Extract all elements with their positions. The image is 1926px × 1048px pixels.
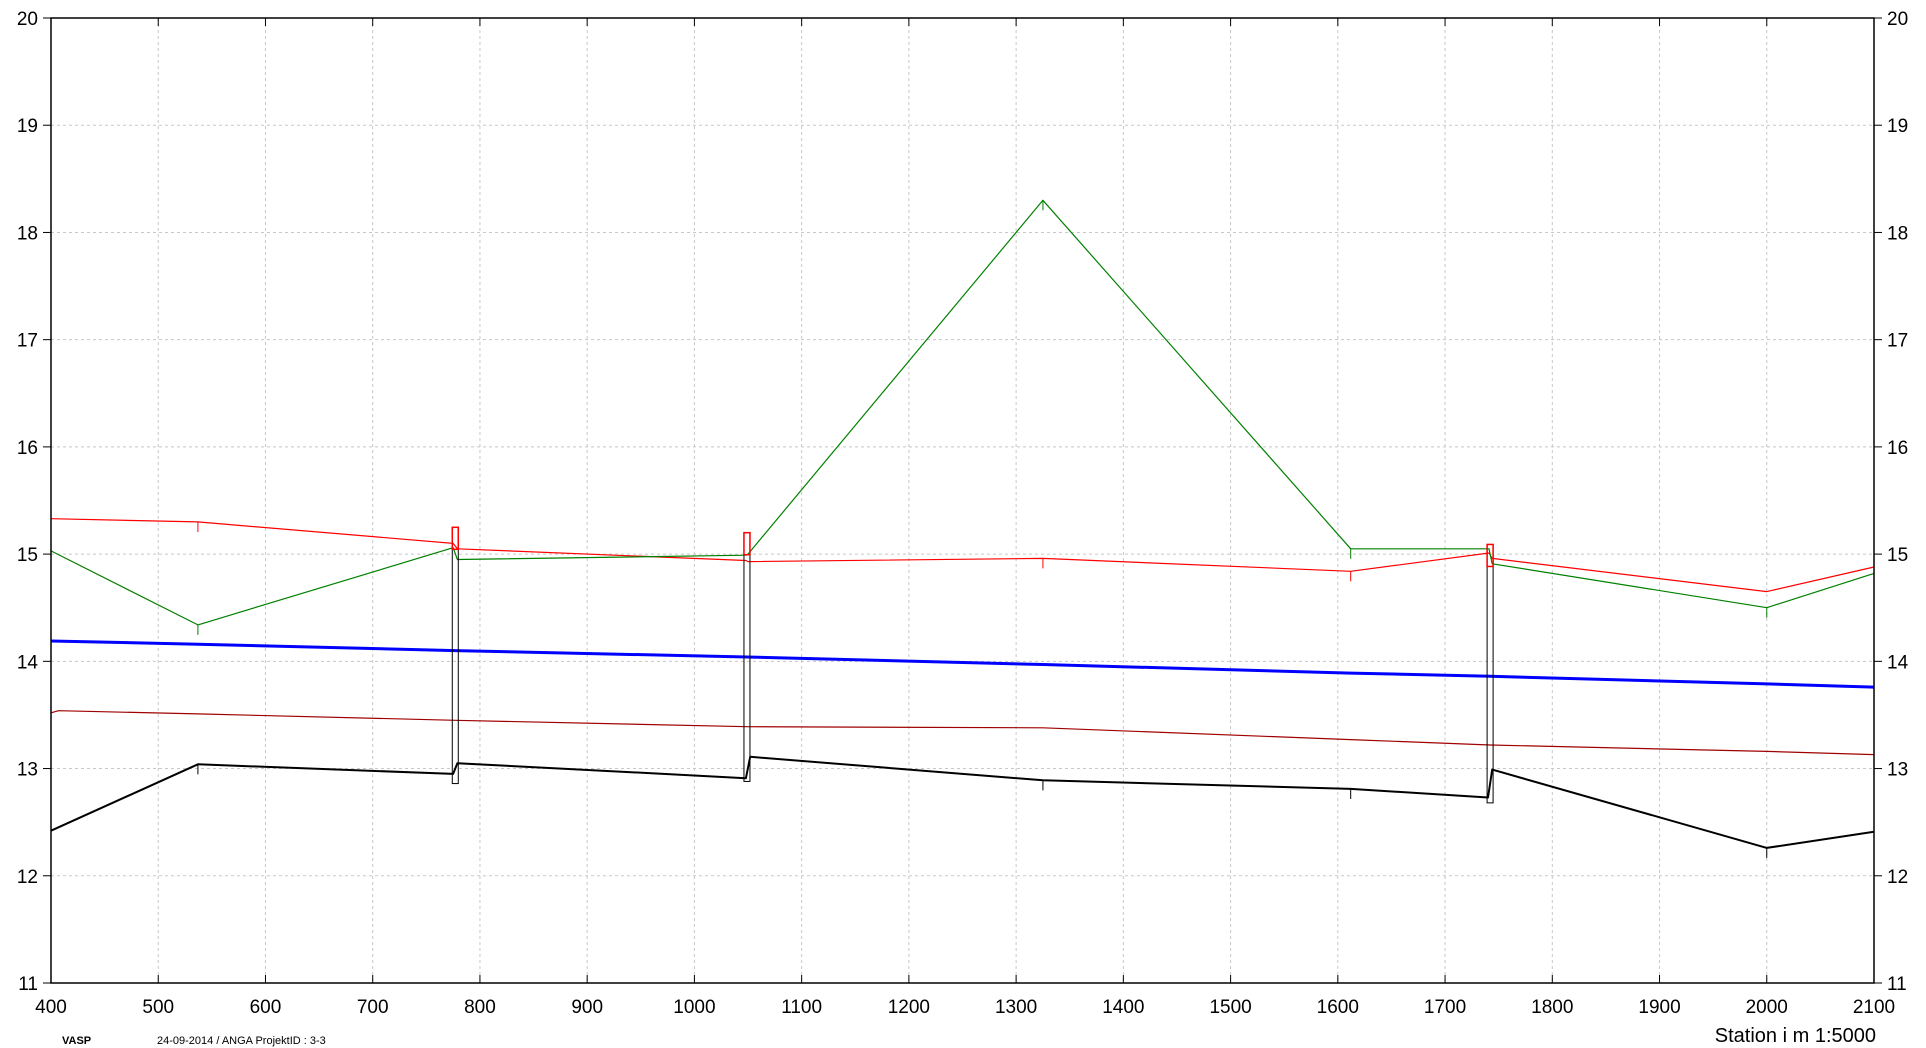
x-tick-label: 1800 [1531,997,1573,1018]
series-line-green [50,199,1875,626]
program-name: VASP [62,1035,91,1047]
x-tick-label: 400 [35,997,67,1018]
series-layer [50,199,1875,858]
series-line-darkred [50,710,1875,756]
structure-shaft [1486,543,1494,804]
y-tick-label-right: 19 [1887,116,1908,137]
y-tick-label-right: 16 [1887,438,1908,459]
x-tick-label: 1400 [1102,997,1144,1018]
y-tick-label-right: 17 [1887,331,1908,352]
x-tick-label: 1300 [995,997,1037,1018]
y-tick-label-left: 19 [17,116,38,137]
x-tick-label: 1700 [1424,997,1466,1018]
y-tick-label-left: 17 [17,331,38,352]
y-tick-label-left: 13 [17,760,38,781]
tick-labels: 400 500 600 700 800 900 1000 1100 1200 1300 1400 15… [17,9,1909,1018]
x-tick-label: 1600 [1317,997,1359,1018]
axes [43,17,1882,984]
x-tick-label: 2100 [1853,997,1895,1018]
y-tick-label-right: 12 [1887,867,1908,888]
plot-frame [50,17,1875,984]
y-tick-label-right: 13 [1887,760,1908,781]
structure-top [743,531,751,556]
x-tick-label: 1500 [1209,997,1251,1018]
x-axis-label: Station i m 1:5000 [1715,1025,1876,1047]
series-line-black [50,755,1875,849]
x-tick-label: 1000 [673,997,715,1018]
x-tick-label: 900 [571,997,603,1018]
y-tick-label-left: 16 [17,438,38,459]
series-line-red [50,518,1875,593]
x-tick-label: 1900 [1638,997,1680,1018]
y-tick-label-right: 14 [1887,652,1909,673]
plot-metadata: 24-09-2014 / ANGA ProjektID : 3-3 [157,1035,326,1047]
y-tick-label-right: 20 [1887,9,1908,30]
y-tick-label-left: 18 [17,223,38,244]
y-tick-label-right: 15 [1887,545,1908,566]
y-tick-label-left: 15 [17,545,38,566]
series-line-blue [50,639,1875,689]
structure-shaft [451,526,459,785]
x-tick-label: 1200 [888,997,930,1018]
x-tick-label: 500 [142,997,174,1018]
y-tick-label-left: 11 [18,974,38,995]
structure-top [451,526,460,551]
y-tick-label-right: 11 [1887,974,1907,995]
grid-lines [51,18,1874,983]
y-tick-label-right: 18 [1887,223,1908,244]
x-tick-label: 2000 [1746,997,1788,1018]
structure-markers [451,526,1494,804]
x-tick-label: 1100 [781,997,822,1018]
x-tick-label: 600 [250,997,282,1018]
x-tick-label: 700 [357,997,389,1018]
x-tick-label: 800 [464,997,496,1018]
structure-top [1486,543,1494,568]
y-tick-label-left: 14 [17,652,39,673]
y-tick-label-left: 20 [17,9,38,30]
y-tick-label-left: 12 [17,867,38,888]
